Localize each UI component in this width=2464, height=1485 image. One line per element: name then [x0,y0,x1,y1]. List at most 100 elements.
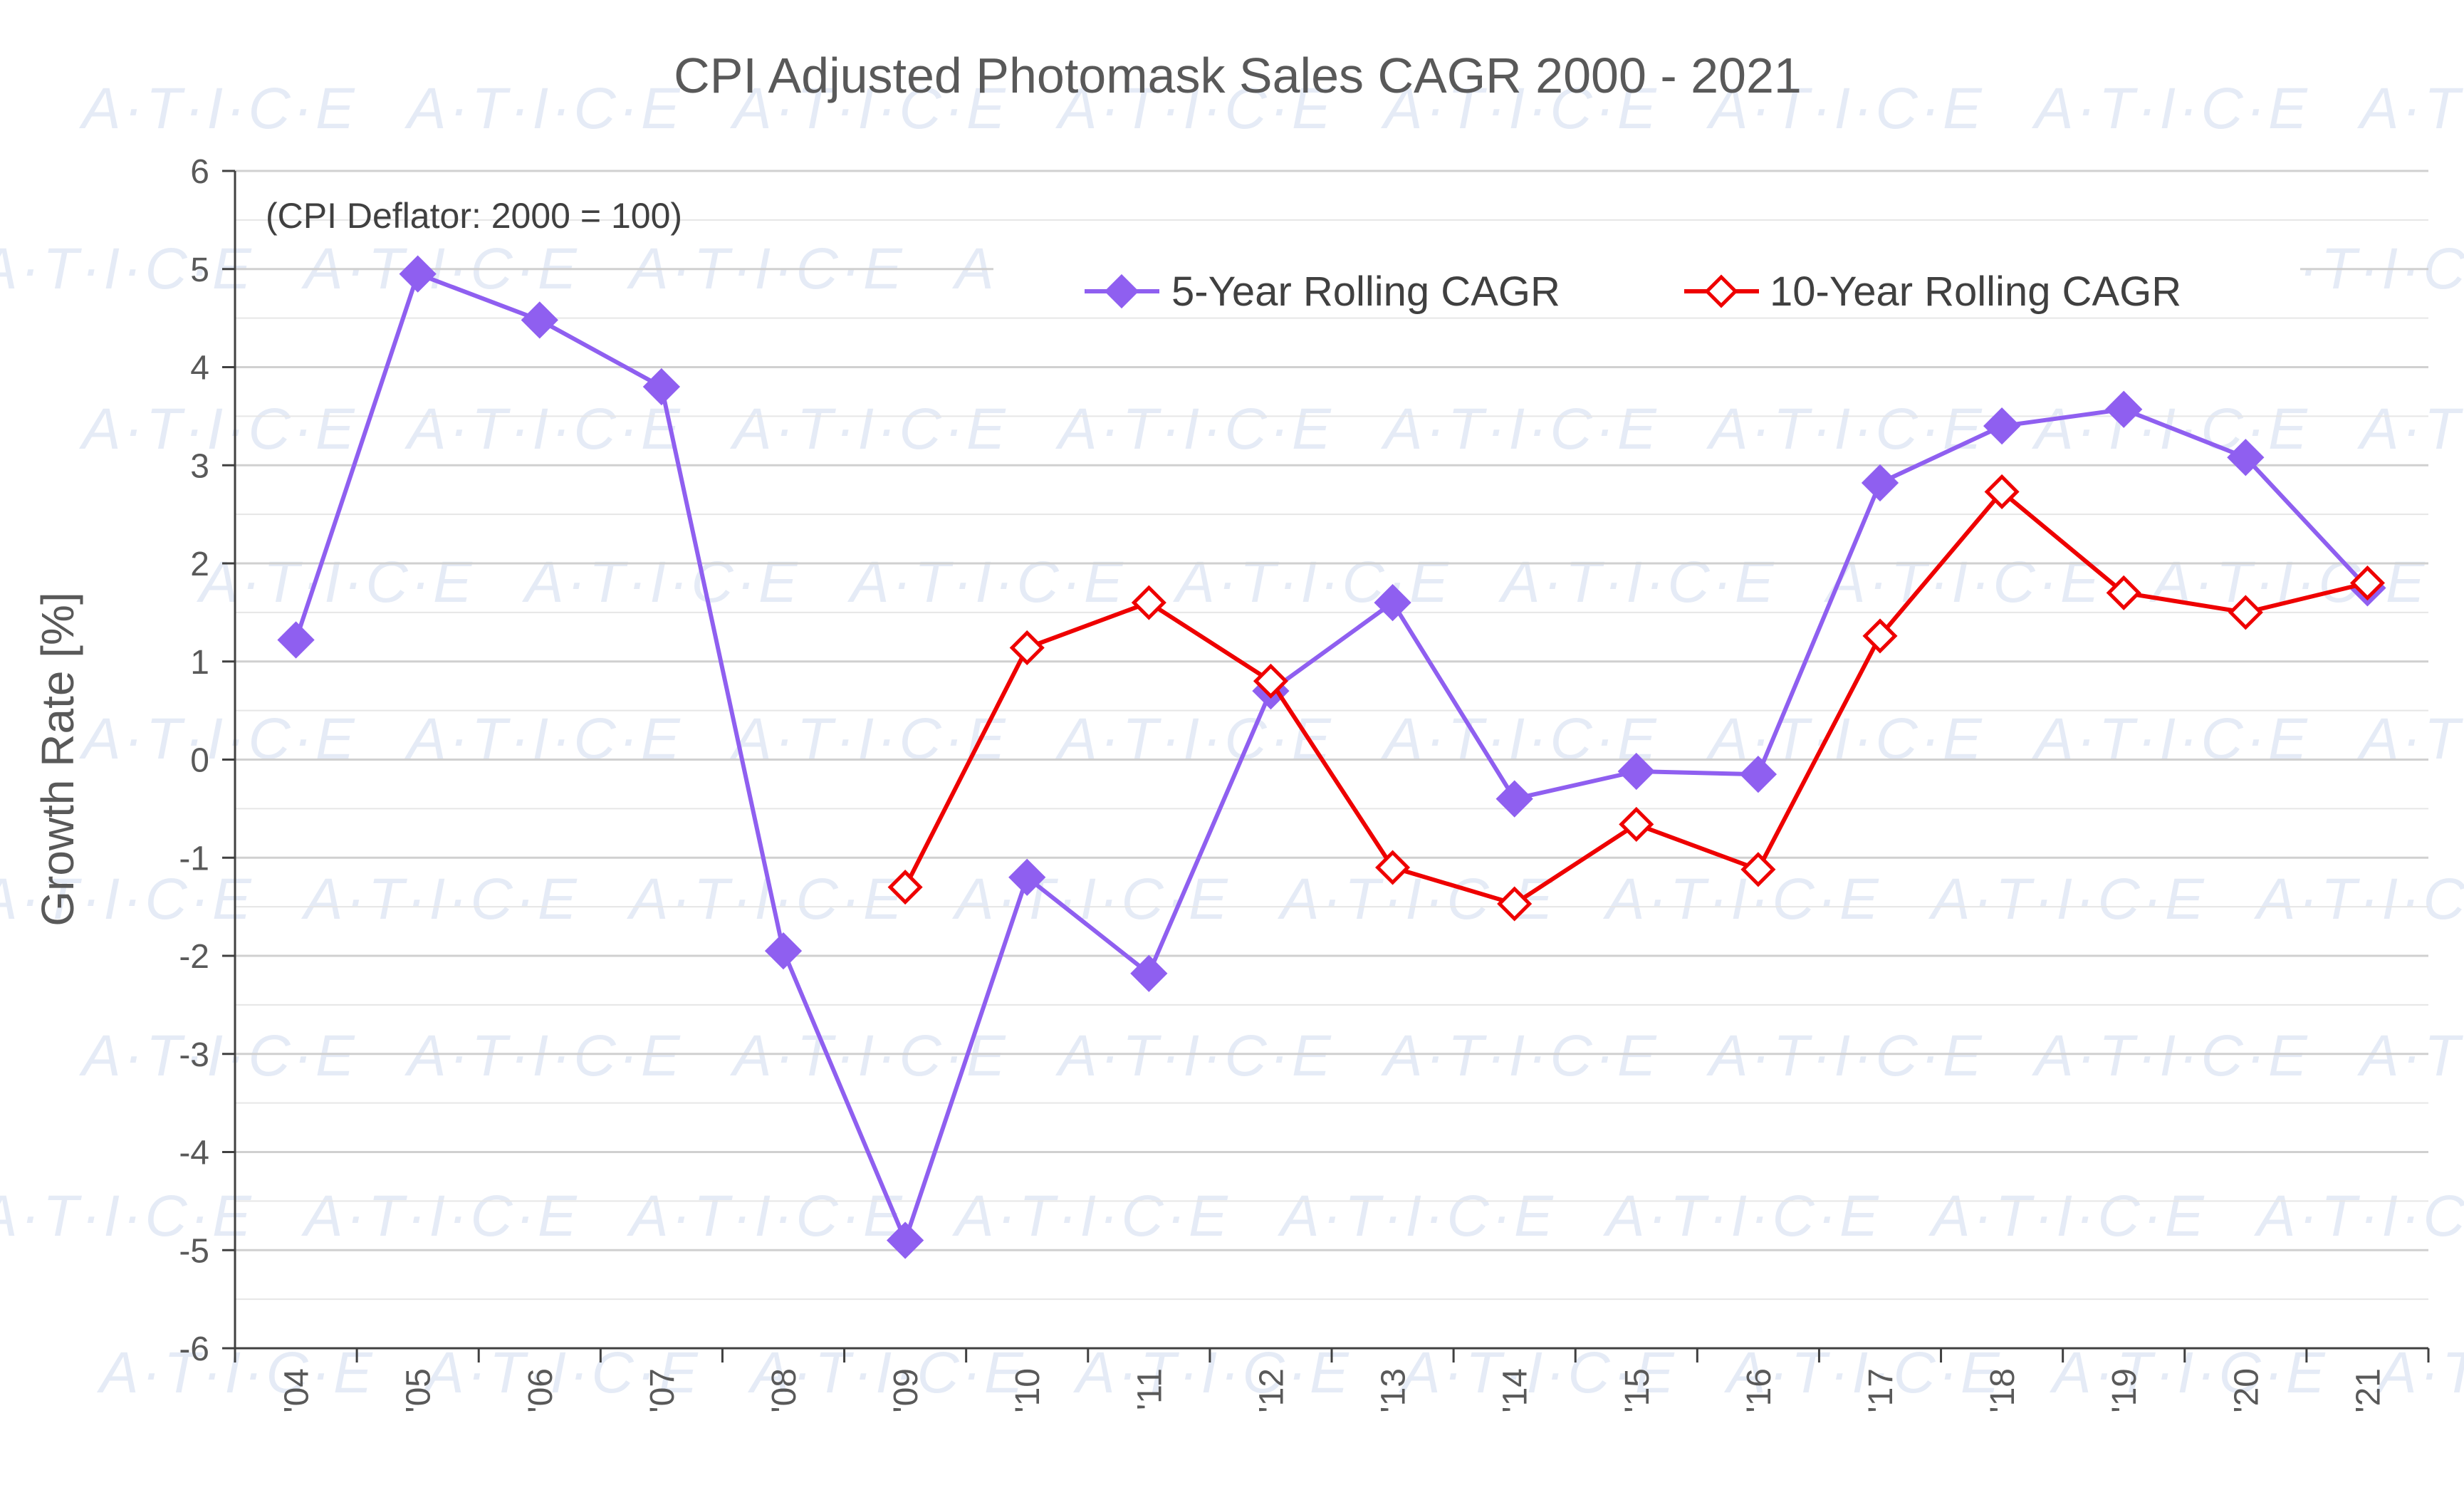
watermark-text: A·T·I·C·E [1823,550,2102,615]
data-point-10yr [2106,575,2141,610]
legend: 5-Year Rolling CAGR 10-Year Rolling CAGR [993,246,2300,317]
x-tick-label: '13 [1375,1368,1413,1413]
x-tick-label: '09 [887,1368,925,1413]
x-tick-label: '20 [2228,1368,2265,1413]
watermark-text: A·T·I·C·E [1706,707,1985,771]
watermark-text: A·T·I·C·E [2049,1340,2328,1405]
watermark-text: A·T·I·C·E [1928,867,2207,932]
watermark-text: A·T·I·C·E [78,397,357,462]
watermark-text: A·T·I·C·E [2356,1023,2464,1088]
watermark-text: A·T·I·C·E [1498,550,1777,615]
watermark-text: A·T·I·C·E [1706,397,1985,462]
x-tick-label: '17 [1862,1368,1900,1413]
watermark-text: A·T·I·C·E [422,1340,701,1405]
data-point-5yr [1983,407,2021,445]
data-point-10yr [1375,850,1411,885]
watermark-text: A·T·I·C·E [301,1184,580,1249]
y-tick-label: -1 [179,840,209,877]
watermark-text: A·T·I·C·E [2253,1184,2464,1249]
axes [222,170,2430,1362]
watermark-text: A·T·I·C·E [951,1184,1231,1249]
legend-background [993,246,2300,317]
chart-title: CPI Adjusted Photomask Sales CAGR 2000 -… [674,48,1802,103]
watermark-text: A·T·I·C·E [1928,1184,2207,1249]
watermark-text: A·T·I·C·E [1172,550,1451,615]
watermark-text: A·T·I·C·E [729,707,1008,771]
x-tick-label: '16 [1740,1368,1778,1413]
y-tick-labels: 6 5 4 3 2 1 0 -1 -2 -3 -4 -5 -6 [179,153,209,1368]
data-point-5yr [886,1221,924,1259]
x-tick-label: '05 [400,1368,438,1413]
data-point-10yr [1131,585,1166,620]
watermark-text: A·T·I·C·E [847,550,1126,615]
data-point-10yr [1984,474,2020,509]
data-point-5yr [1374,583,1411,622]
x-tick-label: '19 [2106,1368,2144,1413]
y-tick-label: 5 [190,251,209,289]
watermark-text: A·T·I·C·E [78,707,357,771]
watermark-text: A·T·I·C·E [78,1023,357,1088]
watermark-text: A·T·I·C·E [747,1340,1026,1405]
x-tick-label: '21 [2349,1368,2387,1413]
watermark-text: A·T·I·C·E [1380,397,1659,462]
x-tick-labels: '04 '05 '06 '07 '08 '09 '10 '11 '12 '13 '14 '15 '16 '… [278,1368,2388,1413]
legend-label-5yr: 5-Year Rolling CAGR [1171,269,1560,315]
x-tick-label: '10 [1009,1368,1047,1413]
watermark-text: A·T·I·C·E [1602,1184,1881,1249]
watermark-text: A·T·I·C·E [0,236,254,301]
data-point-5yr [2227,439,2265,476]
watermark-text: A·T·I·C·E [404,397,683,462]
watermark-text: A·T·I·C·E [1055,1023,1334,1088]
data-point-5yr [1130,954,1168,992]
watermark-text: A·T·I·C·E [1055,76,1334,141]
watermark-text: A·T·I·C·E [1380,1023,1659,1088]
watermark-text: A·T·I·C·E [2031,1023,2310,1088]
y-axis-label: Growth Rate [%] [32,592,83,927]
data-point-5yr [277,621,315,659]
legend-label-10yr: 10-Year Rolling CAGR [1770,269,2181,315]
watermark-text: A·T·I·C·E [196,550,475,615]
watermark-text: A·T·I·C·E [1706,76,1985,141]
legend-marker-5yr [1104,273,1139,309]
watermark-text: A·T·I·C·E [0,867,254,932]
watermark-text: A·T·I·C·E [2356,76,2464,141]
data-point-5yr [1008,858,1046,896]
watermark-text: A·T·I·C·E [2356,397,2464,462]
watermark-text: A·T·I·C·E [1602,867,1881,932]
legend-marker-10yr [1704,274,1738,308]
watermark-layer: A·T·I·C·E A·T·I·C·E A·T·I·C·E A·T·I·C·E A·T·… [0,76,2464,1405]
y-tick-label: -4 [179,1135,209,1172]
watermark-text: A·T·I·C·E [1072,1340,1352,1405]
data-point-5yr [1739,756,1777,793]
data-point-10yr [2349,566,2385,601]
y-tick-label: -2 [179,938,209,976]
watermark-text: A·T·I·C·E [1277,1184,1556,1249]
watermark-text: A·T·I·C·E [2356,707,2464,771]
y-tick-label: 0 [190,742,209,780]
watermark-text: A·T·I·C·E [729,397,1008,462]
data-point-5yr [399,255,437,293]
x-tick-label: '06 [522,1368,560,1413]
data-point-10yr [1253,663,1288,699]
watermark-text: A·T·I·C·E [626,1184,905,1249]
watermark-text: A·T·I·C·E [301,867,580,932]
y-tick-label: 2 [190,546,209,583]
watermark-text: A·T·I·C·E [2031,707,2310,771]
x-tick-label: '11 [1131,1368,1169,1410]
data-point-10yr [1619,806,1654,842]
x-tick-label: '18 [1984,1368,2022,1413]
y-tick-label: 4 [190,350,209,387]
data-point-10yr [887,870,923,905]
data-point-10yr [1009,630,1045,666]
watermark-text: A·T·I·C·E [1723,1340,2003,1405]
data-point-10yr [1862,618,1898,654]
watermark-text: A·T·I·C·E [1380,707,1659,771]
x-tick-label: '07 [644,1368,682,1413]
data-point-10yr [2228,595,2263,630]
data-point-10yr [1740,852,1776,887]
watermark-text: A·T·I·C·E [521,550,800,615]
x-tick-label: '15 [1619,1368,1656,1413]
data-point-5yr [642,368,681,406]
x-tick-label: '08 [766,1368,803,1413]
